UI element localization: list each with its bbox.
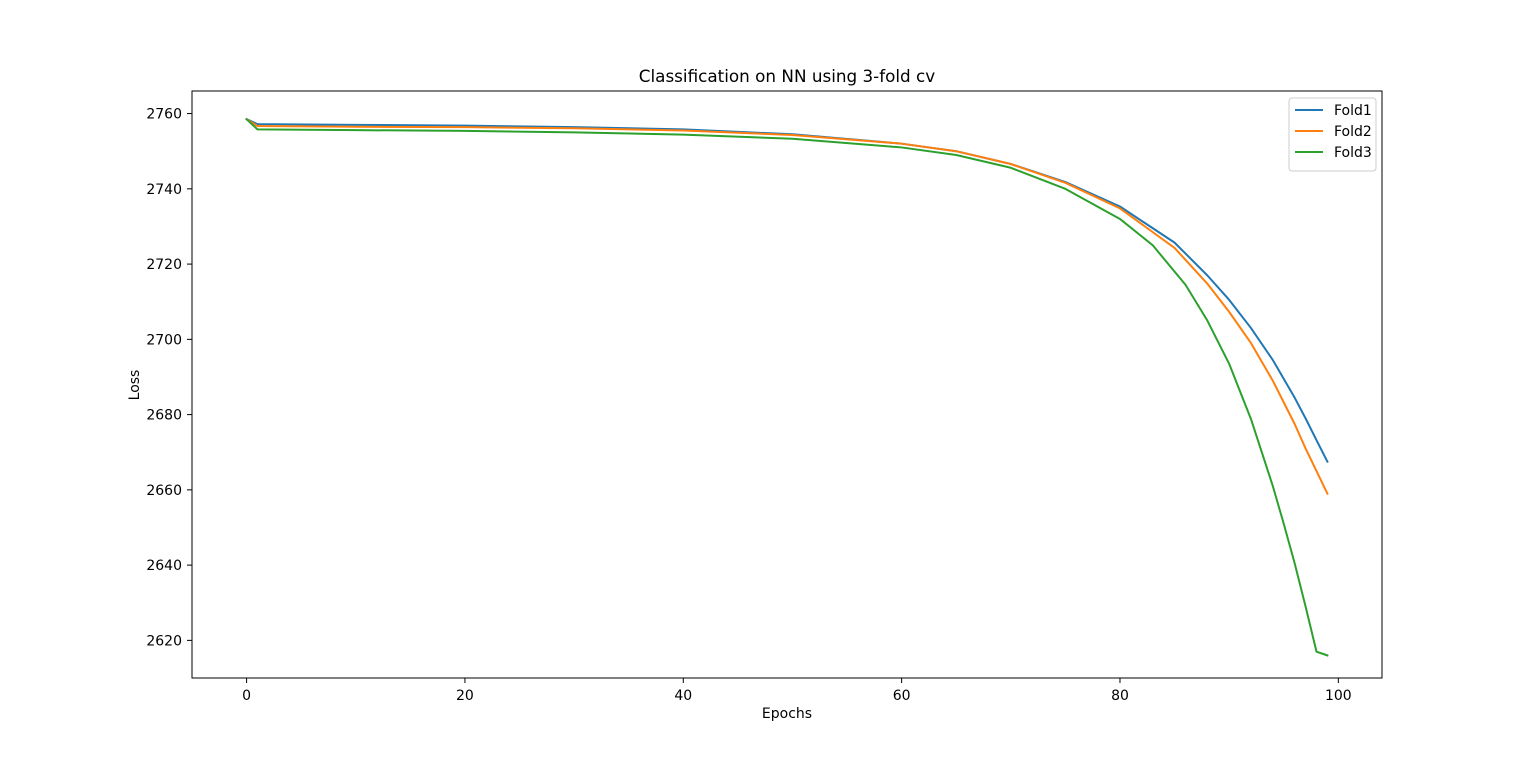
x-tick-label: 0 (242, 688, 251, 704)
x-tick-label: 80 (1111, 688, 1129, 704)
x-tick-label: 100 (1325, 688, 1352, 704)
y-axis-label: Loss (127, 370, 143, 401)
y-tick-label: 2720 (146, 257, 182, 273)
y-tick-label: 2740 (146, 182, 182, 198)
plot-lines (245, 117, 1329, 657)
y-tick-label: 2640 (146, 558, 182, 574)
x-axis-label: Epochs (762, 706, 812, 722)
plot-frame (191, 90, 1383, 679)
x-tick-label: 60 (893, 688, 911, 704)
y-tick-label: 2680 (146, 408, 182, 424)
y-tick-label: 2620 (146, 633, 182, 649)
chart-title: Classification on NN using 3-fold cv (639, 66, 935, 86)
series-line-fold3 (245, 117, 1329, 657)
x-tick-label: 20 (456, 688, 474, 704)
x-axis: 0 20 40 60 80 100 (242, 678, 1352, 704)
y-axis: 2620 2640 2660 2680 2700 2720 2740 2760 (146, 107, 192, 649)
legend: Fold1 Fold2 Fold3 (1288, 97, 1377, 172)
series-line-fold2 (245, 117, 1329, 495)
y-tick-label: 2660 (146, 483, 182, 499)
legend-label-fold2: Fold2 (1334, 124, 1372, 140)
x-tick-label: 40 (674, 688, 692, 704)
y-tick-label: 2760 (146, 107, 182, 123)
legend-label-fold3: Fold3 (1334, 145, 1372, 161)
y-tick-label: 2700 (146, 332, 182, 348)
legend-label-fold1: Fold1 (1334, 103, 1372, 119)
